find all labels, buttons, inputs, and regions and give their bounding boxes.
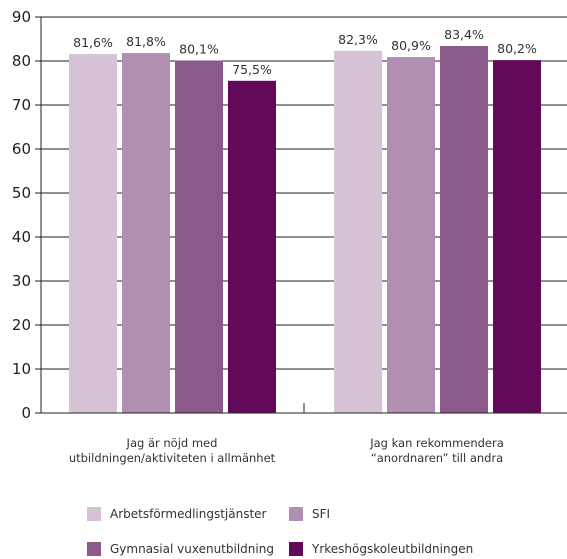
x-axis: Jag är nöjd medutbildningen/aktiviteten … [41,403,567,465]
y-tick-label: 50 [12,184,31,202]
y-tick-label: 60 [12,140,31,158]
bar [228,80,276,414]
bar [387,57,435,413]
bar [440,46,488,413]
bar [69,53,117,414]
x-category-label: Jag kan rekommendera [369,436,504,450]
y-tick-label: 70 [12,96,31,114]
bar [175,60,223,414]
bar [122,53,170,413]
data-label: 80,2% [497,41,537,56]
data-label: 75,5% [232,62,272,77]
bar [493,60,541,414]
bars [69,46,541,414]
bar [334,50,382,413]
x-category-label: Jag är nöjd med [126,436,218,450]
x-category-label: “anordnaren” till andra [371,451,503,465]
x-category-label: utbildningen/aktiviteten i allmänhet [69,451,276,465]
y-tick-label: 10 [12,360,31,378]
data-label: 80,1% [179,42,219,57]
data-label: 81,8% [126,34,166,49]
data-label: 81,6% [73,35,113,50]
y-tick-label: 40 [12,228,31,246]
y-tick-label: 0 [21,404,31,422]
y-axis: 0 10 20 30 40 50 60 70 80 90 [12,8,42,422]
y-tick-label: 90 [12,8,31,26]
y-tick-label: 20 [12,316,31,334]
y-tick-label: 80 [12,52,31,70]
y-tick-label: 30 [12,272,31,290]
data-labels: 81,6% 82,3% 81,8% 80,9% 80,1% 83,4% 75,5% 80,2% [73,27,537,77]
gridlines [41,16,567,370]
data-label: 82,3% [338,32,378,47]
data-label: 80,9% [391,38,431,53]
data-label: 83,4% [444,27,484,42]
